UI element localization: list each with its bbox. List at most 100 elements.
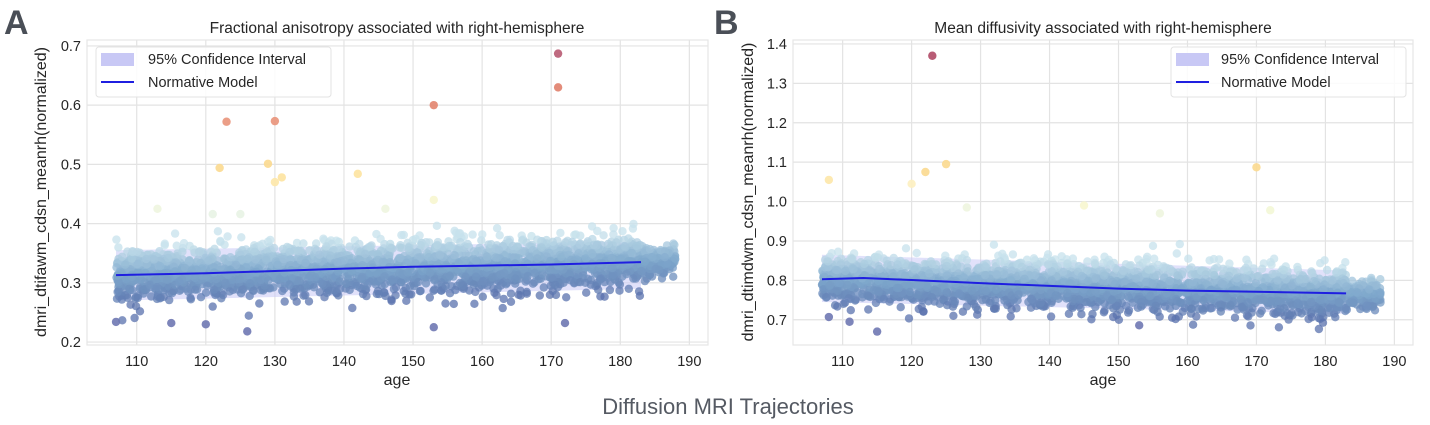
data-point [292, 238, 302, 248]
data-point [160, 239, 169, 248]
data-point [1076, 303, 1085, 312]
data-point [1347, 276, 1357, 285]
data-point [574, 249, 583, 258]
data-point [1205, 256, 1214, 265]
data-point [640, 257, 650, 266]
data-point [506, 289, 516, 298]
data-point [1077, 310, 1086, 319]
data-point [671, 254, 680, 263]
data-point [141, 268, 150, 278]
data-point [615, 286, 624, 295]
data-point [279, 254, 288, 264]
y-tick-label: 0.2 [61, 335, 81, 351]
data-point [864, 305, 873, 314]
data-point [596, 292, 605, 301]
y-tick-label: 0.5 [61, 157, 81, 173]
data-point [155, 294, 165, 303]
data-point [190, 273, 200, 283]
data-point [216, 262, 225, 271]
data-point [372, 229, 381, 239]
data-point [488, 273, 497, 282]
data-point [178, 247, 187, 256]
y-axis-label-a: dmri_dtifawm_cdsn_meanrh(normalized) [33, 47, 50, 337]
outlier-point [208, 209, 217, 219]
data-point [624, 284, 633, 293]
data-point [637, 266, 646, 276]
data-point [196, 293, 206, 302]
y-tick-label: 0.7 [61, 39, 81, 55]
data-point [545, 290, 555, 299]
data-point [579, 271, 588, 280]
x-axis-label-a: age [384, 372, 411, 389]
x-tick-label: 140 [332, 354, 356, 370]
data-point [1327, 302, 1336, 312]
data-point [402, 296, 411, 305]
data-point [1088, 309, 1097, 319]
outlier-point [553, 49, 563, 58]
data-point [635, 291, 645, 300]
legend-ci-swatch-a [101, 53, 134, 66]
data-point [127, 254, 136, 263]
data-point [500, 257, 509, 266]
data-point [402, 258, 411, 267]
data-point [397, 243, 406, 253]
data-point [571, 230, 580, 239]
data-point [627, 249, 637, 258]
data-point [203, 281, 212, 290]
data-point [582, 288, 591, 297]
data-point [1059, 267, 1068, 276]
data-point [651, 264, 660, 274]
outlier-point [381, 204, 390, 213]
data-point [380, 272, 389, 281]
data-point [624, 257, 633, 266]
data-point [594, 285, 603, 294]
data-point [469, 247, 478, 256]
data-point [322, 242, 331, 251]
data-point [285, 280, 294, 289]
data-point [352, 281, 361, 291]
data-point [1230, 313, 1240, 322]
data-point [365, 277, 374, 286]
data-point [358, 289, 368, 299]
data-point [1319, 285, 1328, 294]
data-point [991, 304, 1000, 313]
data-point [871, 298, 881, 308]
data-point [384, 251, 394, 260]
data-point [1006, 312, 1015, 321]
data-point [345, 242, 354, 251]
data-point [372, 289, 381, 299]
data-point [494, 245, 504, 255]
data-point [250, 247, 259, 256]
data-point [244, 311, 253, 320]
data-point [670, 240, 679, 249]
data-point [184, 257, 194, 266]
data-point [414, 277, 423, 287]
data-point [1314, 324, 1324, 334]
data-point [210, 244, 219, 253]
data-point [114, 278, 123, 287]
data-point [403, 268, 412, 277]
data-point [1123, 291, 1133, 301]
data-point [305, 273, 314, 282]
plot-frame-a [86, 39, 709, 346]
data-point [618, 227, 627, 236]
data-point [849, 264, 858, 274]
outlier-point [167, 318, 176, 328]
data-point [904, 314, 914, 323]
data-point [568, 237, 577, 246]
data-point [1257, 264, 1267, 273]
data-point [1043, 250, 1053, 259]
data-point [865, 265, 874, 274]
data-point [492, 291, 501, 300]
data-point [1257, 306, 1266, 315]
data-point [1178, 307, 1188, 316]
data-point [1274, 323, 1284, 332]
data-point [620, 241, 629, 251]
data-point [387, 296, 396, 306]
data-point [609, 270, 618, 279]
data-point [238, 255, 247, 264]
data-point [609, 223, 618, 233]
data-point [492, 224, 502, 233]
data-point [471, 287, 480, 297]
legend-model-label-a: Normative Model [148, 75, 258, 91]
